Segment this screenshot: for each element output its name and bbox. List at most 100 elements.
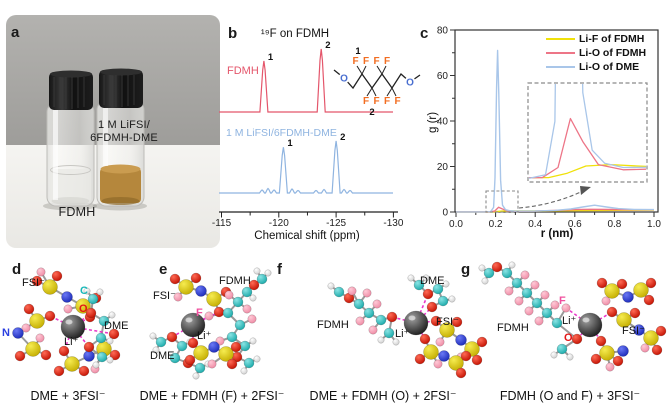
atom-C xyxy=(413,279,425,291)
atom-F xyxy=(530,280,540,290)
label-fsi: FSI⁻ xyxy=(436,316,459,328)
rdf-xaxis-label: r (nm) xyxy=(540,228,574,240)
atom-O xyxy=(451,316,463,328)
atom-O xyxy=(596,277,608,289)
atom-N xyxy=(195,285,207,297)
left-vial-label: FDMH xyxy=(58,205,96,219)
atom-F xyxy=(35,333,45,343)
atom-O xyxy=(645,277,657,289)
atom-C xyxy=(432,283,444,295)
atom-C xyxy=(243,357,255,369)
atom-S xyxy=(604,283,620,299)
legend-label: Li-F of FDMH xyxy=(579,32,645,45)
right-vial-label-line2: 6FDMH-DME xyxy=(90,132,158,144)
label-carbon: C xyxy=(80,285,88,297)
legend-item-li-f-fdmh: Li-F of FDMH xyxy=(546,32,646,45)
atom-H xyxy=(152,346,160,354)
atom-O xyxy=(108,328,120,340)
rdf-ytick-label: 40 xyxy=(437,117,449,128)
structure-fluorine-label: F xyxy=(373,56,379,67)
rdf-legend: Li-F of FDMH Li-O of FDMH Li-O of DME xyxy=(546,32,646,73)
label-fsi: FSI⁻ xyxy=(22,277,45,289)
label-fdmh: FDMH xyxy=(219,275,251,287)
legend-label: Li-O of DME xyxy=(579,60,640,73)
atom-H xyxy=(327,282,335,290)
atom-S xyxy=(439,322,455,338)
atom-O xyxy=(184,354,196,366)
atom-S xyxy=(64,356,80,372)
atom-F xyxy=(21,323,31,333)
atom-S xyxy=(193,345,209,361)
structure-oxygen-label: O xyxy=(406,78,414,89)
atom-N xyxy=(455,334,467,346)
nmr-peak-label: 1 xyxy=(268,52,274,63)
atom-F xyxy=(247,314,257,324)
structure-fluorine-label: F xyxy=(394,96,400,107)
label-fluorine: F xyxy=(196,307,203,319)
atom-S xyxy=(25,341,41,357)
nmr-peak-label: 1 xyxy=(287,138,293,149)
atom-C xyxy=(501,267,513,279)
rdf-yaxis-label: g (r) xyxy=(427,111,439,133)
atom-S xyxy=(206,291,222,307)
atom-F xyxy=(520,270,530,280)
atom-N xyxy=(633,324,645,336)
legend-item-li-o-dme: Li-O of DME xyxy=(546,60,646,73)
atom-F xyxy=(561,303,571,313)
molecule-f xyxy=(327,274,488,379)
panel-letter-a: a xyxy=(11,24,20,41)
atom-C xyxy=(241,286,253,298)
rdf-ytick-label: 60 xyxy=(437,71,449,82)
atom-F xyxy=(540,290,550,300)
legend-line-yellow xyxy=(546,37,575,40)
zoom-arrow-head xyxy=(580,186,591,195)
vial-fdmh xyxy=(46,70,95,207)
coordination-bond xyxy=(589,311,613,326)
atom-H xyxy=(253,355,261,363)
nmr-trace1-label: FDMH xyxy=(227,65,259,77)
atom-F xyxy=(173,292,183,302)
atom-O xyxy=(230,341,242,353)
atom-C xyxy=(531,297,543,309)
nmr-trace2-label: 1 M LiFSI/6FDMH-DME xyxy=(226,127,337,139)
rdf-curve-li-o-of-dme xyxy=(456,49,655,213)
atom-C xyxy=(96,351,108,363)
label-lithium: Li⁺ xyxy=(197,330,212,342)
atom-H xyxy=(83,287,91,295)
atom-C xyxy=(437,295,449,307)
atom-F xyxy=(368,325,378,335)
right-vial-label-line1: 1 M LiFSI/ xyxy=(97,119,151,131)
structure-fluorine-label: F xyxy=(384,96,390,107)
atom-F xyxy=(355,316,365,326)
atom-F xyxy=(224,290,234,300)
caption-g: FDMH (O and F) + 3FSI⁻ xyxy=(499,389,641,403)
caption-d: DME + 3FSI⁻ xyxy=(30,389,106,403)
structure-fluorine-label: F xyxy=(363,56,369,67)
atom-F xyxy=(504,286,514,296)
vial-photo-graphic xyxy=(6,15,220,248)
atom-C xyxy=(256,273,268,285)
nmr-trace-fdmh xyxy=(219,48,393,113)
molecule-d xyxy=(12,267,121,377)
atom-F xyxy=(601,296,611,306)
atom-N xyxy=(208,341,220,353)
rdf-xtick-label: 0.2 xyxy=(489,219,503,230)
label-fdmh: FDMH xyxy=(497,322,529,334)
structure-position-2: 2 xyxy=(369,107,374,118)
atom-S xyxy=(423,344,439,360)
atom-O xyxy=(595,335,607,347)
atom-O xyxy=(616,278,628,290)
atom-H xyxy=(550,351,558,359)
atom-C xyxy=(511,277,523,289)
atom-H xyxy=(442,280,450,288)
nmr-tick-label: -125 xyxy=(326,218,346,229)
atom-F xyxy=(347,286,357,296)
atom-H xyxy=(249,337,257,345)
legend-item-li-o-fdmh: Li-O of FDMH xyxy=(546,46,646,59)
structure-position-1: 1 xyxy=(355,46,361,57)
atom-O xyxy=(190,272,202,284)
label-lithium: Li⁺ xyxy=(562,315,577,327)
panel-letter-b: b xyxy=(228,25,238,42)
nmr-tick-label: -120 xyxy=(269,218,289,229)
